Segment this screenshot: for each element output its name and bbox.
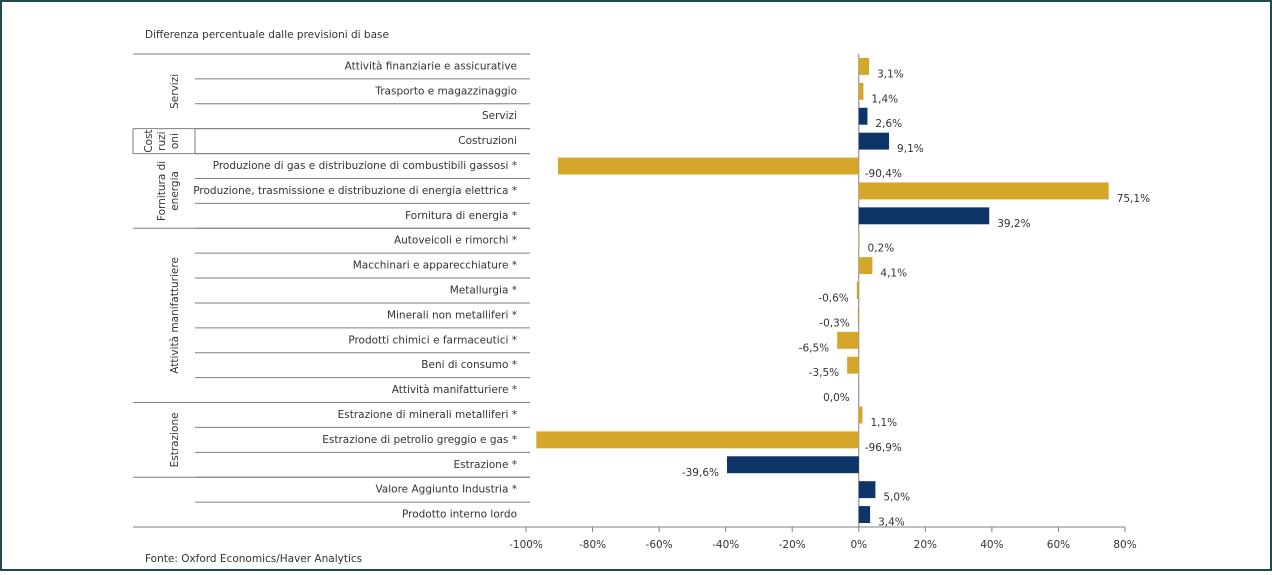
value-label: -6,5% <box>799 342 829 354</box>
category-label: Metallurgia * <box>450 285 517 297</box>
value-label: 4,1% <box>880 268 907 280</box>
x-tick-label: 0% <box>850 539 867 551</box>
bar <box>858 182 1109 200</box>
value-label: 3,1% <box>877 68 904 80</box>
bar <box>858 481 876 499</box>
value-label: -3,5% <box>809 367 839 379</box>
value-label: -39,6% <box>682 467 719 479</box>
category-label: Prodotto interno lordo <box>402 509 517 521</box>
category-label: Prodotti chimici e farmaceutici * <box>348 334 517 346</box>
category-label: Estrazione di minerali metalliferi * <box>338 409 517 421</box>
value-label: 0,0% <box>823 392 850 404</box>
category-label: Autoveicoli e rimorchi * <box>394 235 517 247</box>
x-tick-label: 80% <box>1113 539 1136 551</box>
bar <box>847 356 859 374</box>
category-label: Attività manifatturiere * <box>392 384 517 396</box>
category-label: Valore Aggiunto Industria * <box>375 484 517 496</box>
bar <box>858 132 890 150</box>
x-tick-label: 60% <box>1047 539 1070 551</box>
bar <box>726 456 859 474</box>
category-label: Trasporto e magazzinaggio <box>374 85 517 97</box>
category-label: Costruzioni <box>458 135 517 147</box>
group-label: Fornitura di <box>156 161 168 221</box>
bar <box>856 282 859 299</box>
category-label: Produzione di gas e distribuzione di com… <box>213 160 517 172</box>
value-label: 75,1% <box>1117 193 1150 205</box>
bar <box>858 232 860 250</box>
category-label: Macchinari e apparecchiature * <box>353 260 517 272</box>
bar <box>858 57 870 75</box>
bar <box>858 406 863 424</box>
category-label: Minerali non metalliferi * <box>387 309 517 321</box>
group-label: Cost <box>143 129 155 152</box>
group-label: Estrazione <box>169 412 181 467</box>
bar <box>536 431 859 449</box>
value-label: 5,0% <box>883 492 910 504</box>
value-label: 1,4% <box>871 93 898 105</box>
category-label: Estrazione * <box>453 459 517 471</box>
group-label: energia <box>169 171 181 211</box>
x-tick-label: -20% <box>779 539 806 551</box>
value-label: -96,9% <box>865 442 902 454</box>
group-label: Servizi <box>169 74 181 109</box>
x-tick-label: -100% <box>509 539 543 551</box>
group-label: ruzi <box>156 131 168 150</box>
category-label: Attività finanziarie e assicurative <box>345 60 517 72</box>
x-tick-label: 20% <box>914 539 937 551</box>
value-label: 39,2% <box>997 218 1030 230</box>
category-label: Beni di consumo * <box>421 359 517 371</box>
chart-title: Differenza percentuale dalle previsioni … <box>145 29 389 41</box>
category-label: Fornitura di energia * <box>405 210 517 222</box>
x-tick-label: -80% <box>579 539 606 551</box>
category-label: Produzione, trasmissione e distribuzione… <box>193 185 517 197</box>
value-label: 2,6% <box>875 118 902 130</box>
x-tick-label: 40% <box>980 539 1003 551</box>
category-label: Estrazione di petrolio greggio e gas * <box>322 434 517 446</box>
bar <box>858 506 871 524</box>
category-label: Servizi <box>482 110 517 122</box>
value-label: 3,4% <box>878 517 905 529</box>
bar <box>557 157 859 175</box>
value-label: 9,1% <box>897 143 924 155</box>
source-note: Fonte: Oxford Economics/Haver Analytics <box>145 553 362 565</box>
bar <box>858 82 864 100</box>
bar <box>837 331 859 349</box>
group-label: oni <box>169 133 181 149</box>
value-label: -0,6% <box>818 293 848 305</box>
value-label: 0,2% <box>867 243 894 255</box>
bar <box>858 207 990 225</box>
bar <box>858 107 868 125</box>
value-label: 1,1% <box>870 417 897 429</box>
value-label: -0,3% <box>819 317 849 329</box>
group-label: Attività manifatturiere <box>169 257 181 374</box>
bar <box>858 257 873 275</box>
value-label: -90,4% <box>865 168 902 180</box>
x-tick-label: -40% <box>712 539 739 551</box>
bar <box>857 306 859 324</box>
x-tick-label: -60% <box>646 539 673 551</box>
